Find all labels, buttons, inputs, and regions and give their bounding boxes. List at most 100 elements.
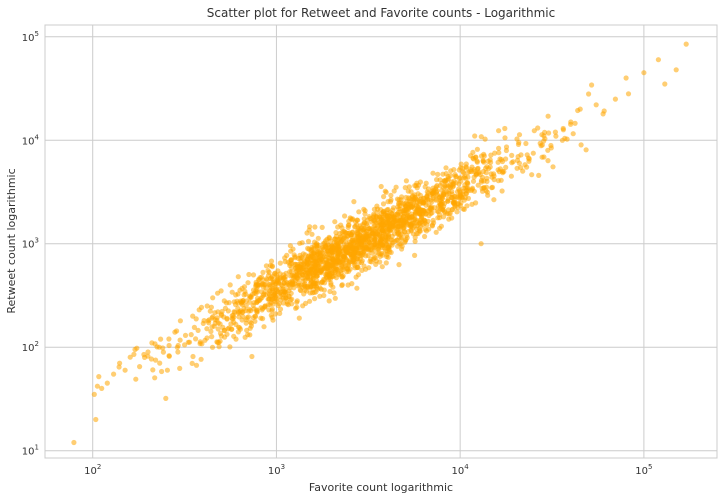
data-point [298,287,304,294]
data-point [503,164,509,170]
data-point [133,376,139,382]
data-point [281,280,287,286]
data-point [177,337,183,343]
data-point [447,173,454,179]
data-point [298,282,304,288]
data-point [156,344,162,350]
data-point [326,234,332,240]
data-point [233,292,239,298]
data-point [251,290,257,296]
data-point [145,349,151,355]
data-point [530,150,536,156]
data-point [182,332,189,338]
data-point [429,205,435,211]
data-point [311,283,317,289]
data-point [475,182,481,188]
data-point [586,91,592,97]
data-point [457,189,463,196]
data-point [327,288,333,295]
data-point [218,312,224,318]
data-point [215,309,221,315]
data-point [503,156,509,162]
data-point [523,140,529,147]
data-point [122,367,128,373]
data-point [470,155,476,161]
data-point [225,308,231,314]
plot-frame [44,24,718,459]
data-point [246,308,252,314]
data-point [470,149,476,155]
data-point [270,292,277,298]
data-point [524,164,530,170]
data-point [360,250,366,256]
data-point [319,245,325,251]
data-point [353,274,359,280]
data-point [266,307,272,313]
data-point [207,308,213,314]
data-point [329,256,335,262]
data-point [485,192,491,198]
data-point [453,194,459,200]
data-point [451,201,458,207]
data-point [270,279,276,285]
data-point [402,185,408,191]
data-point [541,138,547,144]
data-point [439,194,445,200]
data-point [150,367,156,373]
data-point [361,226,367,232]
data-point [104,380,110,386]
data-point [272,311,279,317]
data-point [244,327,250,333]
data-point [291,252,297,258]
data-point [253,313,259,320]
data-point [300,265,306,272]
data-point [499,188,505,194]
data-point [488,152,494,158]
data-point [319,224,325,230]
data-point [221,327,227,333]
x-tick-label: 103 [268,463,285,477]
data-point [262,289,268,295]
data-point [307,276,313,282]
data-point [332,246,338,252]
data-point [422,220,428,226]
y-tick-labels: 101 102 103 104 105 [22,30,40,458]
data-point [583,147,589,153]
data-point [96,374,102,380]
data-point [320,265,327,271]
data-point [267,288,273,294]
data-point [405,188,411,194]
data-point [417,217,423,223]
data-point [243,303,249,309]
data-point [221,298,227,304]
data-point [458,161,464,167]
data-point [268,258,275,264]
data-point [462,175,469,181]
data-point [351,251,357,257]
data-point [353,243,359,249]
data-point [277,310,283,316]
data-point [317,285,323,291]
data-point [443,165,449,171]
data-point [253,282,259,288]
data-point [623,75,629,81]
data-point [331,290,337,296]
data-point [546,130,552,136]
data-point [335,242,341,248]
data-point [388,192,394,198]
data-point [445,198,451,204]
data-point [337,249,343,255]
data-point [177,318,183,324]
data-point [655,57,662,63]
data-point [193,362,200,368]
data-point [215,326,221,332]
data-point [242,334,248,340]
data-point [311,245,317,252]
data-point [409,214,415,220]
data-point [600,111,606,117]
data-point [182,342,188,348]
data-point [345,282,351,288]
data-point [474,159,480,165]
data-point [347,243,353,249]
y-axis-label: Retweet count logarithmic [5,168,18,313]
